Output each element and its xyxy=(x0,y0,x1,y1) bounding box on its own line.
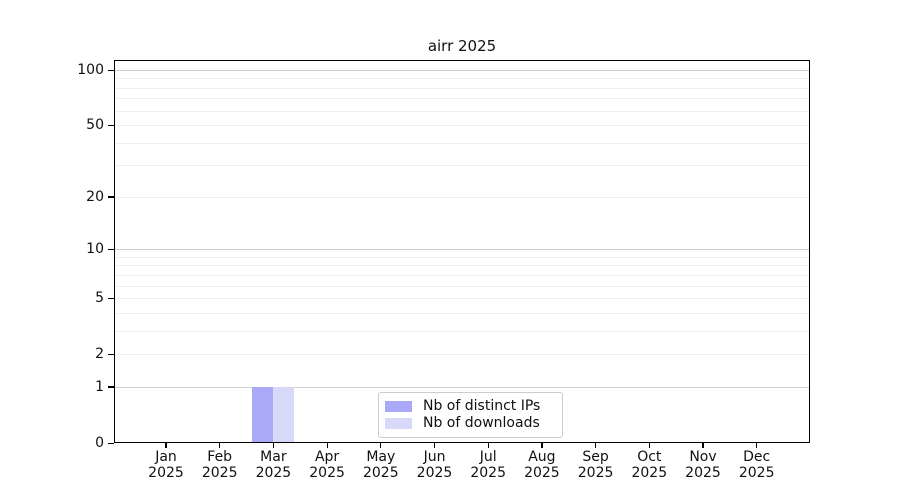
x-tick-label: Sep 2025 xyxy=(577,449,614,481)
minor-gridline xyxy=(115,98,809,100)
x-tick xyxy=(219,443,221,448)
bar-distinct-ips xyxy=(252,386,274,442)
x-tick xyxy=(326,443,328,448)
minor-gridline xyxy=(115,78,809,80)
x-tick xyxy=(702,443,704,448)
legend-entry-downloads: Nb of downloads xyxy=(385,416,554,431)
y-tick xyxy=(108,196,114,198)
x-tick-label: Dec 2025 xyxy=(738,449,775,481)
x-tick-label: Aug 2025 xyxy=(524,449,560,481)
minor-gridline xyxy=(115,87,809,89)
y-tick-label: 10 xyxy=(86,241,104,258)
y-tick xyxy=(108,248,114,250)
legend: Nb of distinct IPs Nb of downloads xyxy=(378,392,563,438)
x-tick xyxy=(648,443,650,448)
y-tick xyxy=(108,386,114,388)
y-tick-label: 50 xyxy=(86,117,104,134)
y-tick-label: 100 xyxy=(77,62,104,78)
x-tick-label: Nov 2025 xyxy=(685,449,721,481)
major-gridline xyxy=(115,70,809,71)
legend-entry-distinct-ips: Nb of distinct IPs xyxy=(385,399,554,414)
legend-swatch-distinct-ips xyxy=(385,401,412,412)
minor-gridline xyxy=(115,298,809,300)
major-gridline xyxy=(115,249,809,251)
minor-gridline xyxy=(115,265,809,267)
minor-gridline xyxy=(115,312,809,314)
x-tick-label: Jun 2025 xyxy=(416,449,453,481)
minor-gridline xyxy=(115,110,809,112)
x-tick xyxy=(380,443,382,448)
legend-label-distinct-ips: Nb of distinct IPs xyxy=(423,398,541,414)
minor-gridline xyxy=(115,165,809,167)
x-tick-label: Feb 2025 xyxy=(201,449,238,481)
minor-gridline xyxy=(115,285,809,287)
y-tick-label: 0 xyxy=(95,435,104,451)
y-tick xyxy=(108,353,114,355)
x-tick xyxy=(756,443,758,448)
x-tick-label: Oct 2025 xyxy=(631,449,668,481)
x-tick xyxy=(165,443,167,448)
x-tick xyxy=(487,443,489,448)
y-tick xyxy=(108,124,114,127)
y-tick xyxy=(108,297,114,299)
minor-gridline xyxy=(115,142,809,144)
minor-gridline xyxy=(115,330,809,332)
x-tick xyxy=(541,443,543,448)
x-tick-label: Jul 2025 xyxy=(470,449,506,481)
y-tick xyxy=(108,442,114,444)
minor-gridline xyxy=(115,274,809,276)
y-tick-label: 2 xyxy=(95,346,104,363)
x-tick-label: Jan 2025 xyxy=(148,449,184,481)
minor-gridline xyxy=(115,354,809,356)
y-tick-label: 5 xyxy=(95,290,104,307)
y-tick xyxy=(108,69,114,71)
x-tick xyxy=(595,443,597,448)
x-tick xyxy=(272,443,275,448)
minor-gridline xyxy=(115,256,809,258)
major-gridline xyxy=(115,386,809,388)
legend-label-downloads: Nb of downloads xyxy=(423,415,540,431)
legend-swatch-downloads xyxy=(385,418,412,429)
plot-area-border xyxy=(114,60,810,443)
x-tick-label: Mar 2025 xyxy=(255,449,292,481)
chart-title: airr 2025 xyxy=(427,37,497,55)
y-tick-label: 20 xyxy=(86,188,104,205)
bar-downloads xyxy=(273,386,295,442)
x-tick-label: Apr 2025 xyxy=(309,449,345,481)
x-tick xyxy=(433,443,436,448)
minor-gridline xyxy=(115,196,809,198)
minor-gridline xyxy=(115,125,809,127)
y-tick-label: 1 xyxy=(95,378,104,395)
x-tick-label: May 2025 xyxy=(362,449,399,481)
